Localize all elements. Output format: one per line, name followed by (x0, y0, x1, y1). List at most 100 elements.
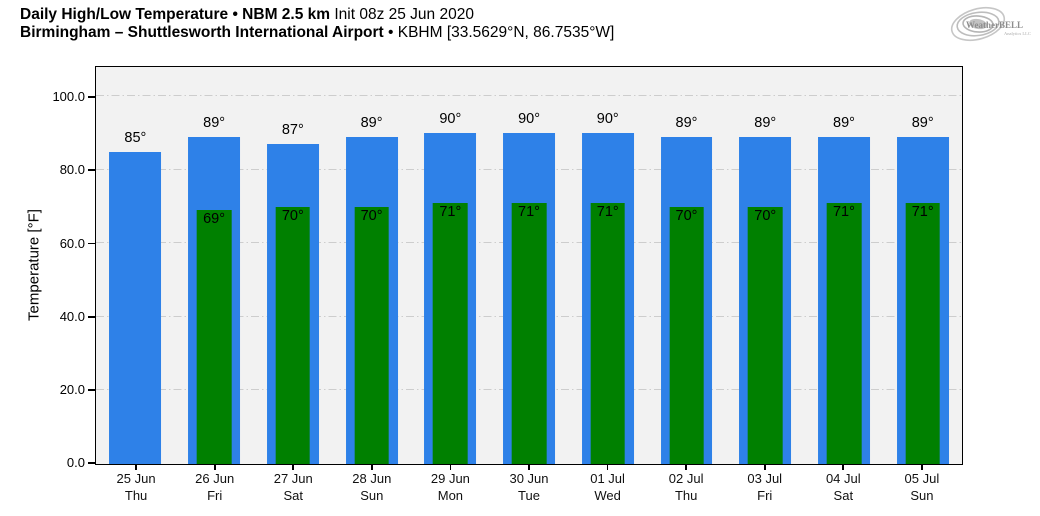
x-tick-label: 03 Jul Fri (720, 471, 810, 505)
bar-group: 90° 71° (490, 67, 569, 464)
bars-row: 85° 89° 69° 87° 70° 89° 70° 90° 71° 90° 71° 90° 71° 8… (96, 67, 962, 464)
y-tick (88, 96, 95, 98)
x-tick (921, 465, 923, 470)
x-tick-label: 25 Jun Thu (91, 471, 181, 505)
x-tick-label: 01 Jul Wed (563, 471, 653, 505)
low-temp-label: 69° (203, 211, 226, 228)
logo-wordmark: WeatherBELL (966, 20, 1023, 30)
chart-title-line-2: Birmingham – Shuttlesworth International… (20, 24, 614, 42)
weekday-label: Sat (833, 487, 854, 503)
x-tick (449, 465, 452, 470)
date-label: 05 Jul (904, 471, 940, 486)
title-location: Birmingham – Shuttlesworth International… (20, 24, 384, 41)
low-temp-label: 70° (281, 207, 304, 224)
bar-group: 89° 69° (175, 67, 254, 464)
y-tick (88, 169, 95, 172)
weekday-label: Fri (757, 487, 773, 503)
date-label: 27 Jun (273, 471, 313, 486)
x-tick-label: 26 Jun Fri (170, 471, 260, 505)
low-temp-label: 70° (675, 207, 698, 224)
low-bar: 70° (669, 206, 704, 464)
y-tick-label: 40.0 (59, 308, 85, 324)
title-station: • KBHM [33.5629°N, 86.7535°W] (383, 24, 615, 41)
y-tick-label: 20.0 (59, 381, 85, 397)
high-temp-label: 90° (596, 111, 619, 128)
bar-group: 89° 71° (883, 67, 962, 464)
x-tick (763, 465, 766, 470)
x-tick (292, 465, 295, 470)
date-label: 30 Jun (509, 471, 549, 486)
high-temp-label: 89° (360, 114, 383, 131)
low-temp-label: 71° (518, 204, 540, 221)
y-tick (88, 462, 95, 465)
high-temp-label: 85° (124, 129, 147, 146)
x-tick-label: 29 Jun Mon (405, 471, 495, 505)
high-temp-label: 89° (911, 114, 934, 131)
weekday-label: Sun (910, 487, 934, 503)
low-temp-label: 71° (911, 204, 934, 221)
y-tick-label: 80.0 (59, 162, 85, 178)
y-tick (88, 242, 95, 245)
bar-group: 90° 71° (411, 67, 490, 464)
hurricane-swirl-icon: WeatherBELL Analytics LLC (950, 6, 1031, 42)
high-temp-label: 89° (833, 114, 855, 131)
date-label: 01 Jul (590, 471, 625, 486)
low-temp-label: 70° (754, 207, 777, 224)
weekday-label: Fri (207, 487, 223, 503)
weekday-label: Tue (518, 487, 540, 503)
date-label: 25 Jun (116, 471, 156, 486)
x-tick-label: 30 Jun Tue (484, 471, 574, 505)
low-bar: 69° (196, 210, 232, 464)
high-temp-label: 90° (518, 111, 540, 128)
y-tick-label: 0.0 (66, 455, 85, 471)
weekday-label: Sat (283, 487, 303, 503)
y-tick (88, 389, 95, 391)
x-tick-label: 27 Jun Sat (248, 471, 338, 505)
low-temp-label: 70° (360, 207, 383, 224)
weekday-label: Thu (124, 487, 148, 503)
low-temp-label: 71° (832, 204, 855, 221)
x-tick-label: 02 Jul Thu (641, 471, 731, 505)
low-bar: 70° (354, 206, 389, 464)
low-bar: 71° (590, 203, 626, 464)
y-tick (88, 315, 95, 318)
y-axis-title: Temperature [°F] (25, 209, 43, 321)
bar-group: 89° 70° (726, 67, 805, 464)
chart-title-line-1: Daily High/Low Temperature • NBM 2.5 km … (20, 6, 474, 24)
bar-group: 89° 70° (647, 67, 726, 464)
low-bar: 71° (826, 203, 862, 464)
weekday-label: Thu (674, 487, 698, 503)
weatherbell-logo: WeatherBELL Analytics LLC (948, 3, 1038, 45)
bar-group: 85° (96, 67, 175, 464)
y-tick-label: 60.0 (59, 235, 85, 251)
low-bar: 71° (432, 203, 468, 464)
logo-tagline: Analytics LLC (1004, 31, 1031, 36)
weekday-label: Wed (594, 487, 621, 503)
low-bar: 71° (511, 203, 547, 464)
high-temp-label: 89° (203, 114, 226, 131)
x-tick (842, 465, 845, 470)
weekday-label: Sun (360, 487, 384, 503)
low-bar: 70° (747, 206, 783, 464)
weekday-label: Mon (437, 487, 464, 503)
high-temp-label: 89° (754, 114, 777, 131)
x-tick-label: 28 Jun Sun (327, 471, 417, 505)
x-tick (370, 465, 373, 470)
date-label: 28 Jun (352, 471, 392, 486)
date-label: 26 Jun (195, 471, 235, 486)
low-temp-label: 71° (596, 204, 619, 221)
low-bar: 71° (905, 203, 941, 464)
x-tick-label: 04 Jul Sat (798, 471, 888, 505)
bar-group: 87° 70° (253, 67, 332, 464)
x-tick (606, 465, 609, 470)
bar-group: 89° 70° (332, 67, 411, 464)
x-tick-label: 05 Jul Sun (877, 471, 967, 505)
x-tick (528, 465, 530, 470)
x-tick (135, 465, 137, 470)
title-product: Daily High/Low Temperature • NBM 2.5 km (20, 6, 331, 23)
date-label: 04 Jul (825, 471, 861, 486)
grid-line (96, 95, 962, 97)
plot-area: 85° 89° 69° 87° 70° 89° 70° 90° 71° 90° 71° 90° 71° 8… (95, 66, 963, 465)
date-label: 03 Jul (747, 471, 783, 486)
